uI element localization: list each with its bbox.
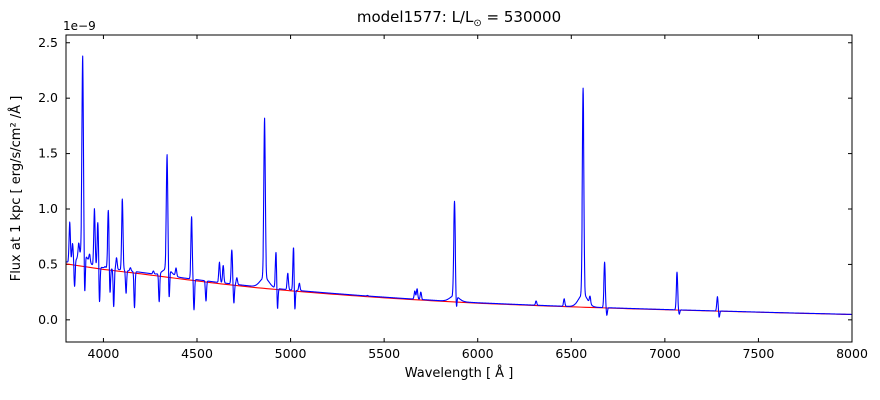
axis-ticks <box>66 35 853 342</box>
figure-title-suffix: = 530000 <box>481 8 562 26</box>
y-tick-label: 2.0 <box>38 90 58 105</box>
x-axis-label: Wavelength [ Å ] <box>404 366 514 381</box>
x-tick-label: 6000 <box>462 346 494 361</box>
y-tick-label: 1.5 <box>38 146 58 161</box>
x-tick-label: 6500 <box>555 346 587 361</box>
x-tick-label: 4500 <box>181 346 213 361</box>
x-tick-label: 8000 <box>836 346 868 361</box>
y-axis-offset-label: 1e−9 <box>63 19 96 33</box>
figure-title-prefix: model1577: L/L <box>356 8 474 26</box>
x-tick-label: 5000 <box>275 346 307 361</box>
model-continuum-line <box>66 263 852 316</box>
y-tick-label: 2.5 <box>38 35 58 50</box>
x-tick-label: 7500 <box>743 346 775 361</box>
sun-symbol: ⊙ <box>473 18 482 29</box>
x-tick-label: 4000 <box>88 346 120 361</box>
observed-spectrum-line <box>66 55 852 318</box>
x-tick-label: 7000 <box>649 346 681 361</box>
tick-labels: 4000 4500 5000 5500 6000 6500 7000 7500 8000 0.0 0… <box>38 35 868 361</box>
x-tick-label: 5500 <box>368 346 400 361</box>
y-axis-label: Flux at 1 kpc [ erg/s/cm² /Å ] <box>9 95 24 282</box>
plot-frame <box>65 34 853 343</box>
figure-title: model1577: L/L⊙ = 530000 <box>66 8 852 29</box>
y-tick-label: 1.0 <box>38 201 58 216</box>
y-tick-label: 0.0 <box>38 312 58 327</box>
y-tick-label: 0.5 <box>38 256 58 271</box>
